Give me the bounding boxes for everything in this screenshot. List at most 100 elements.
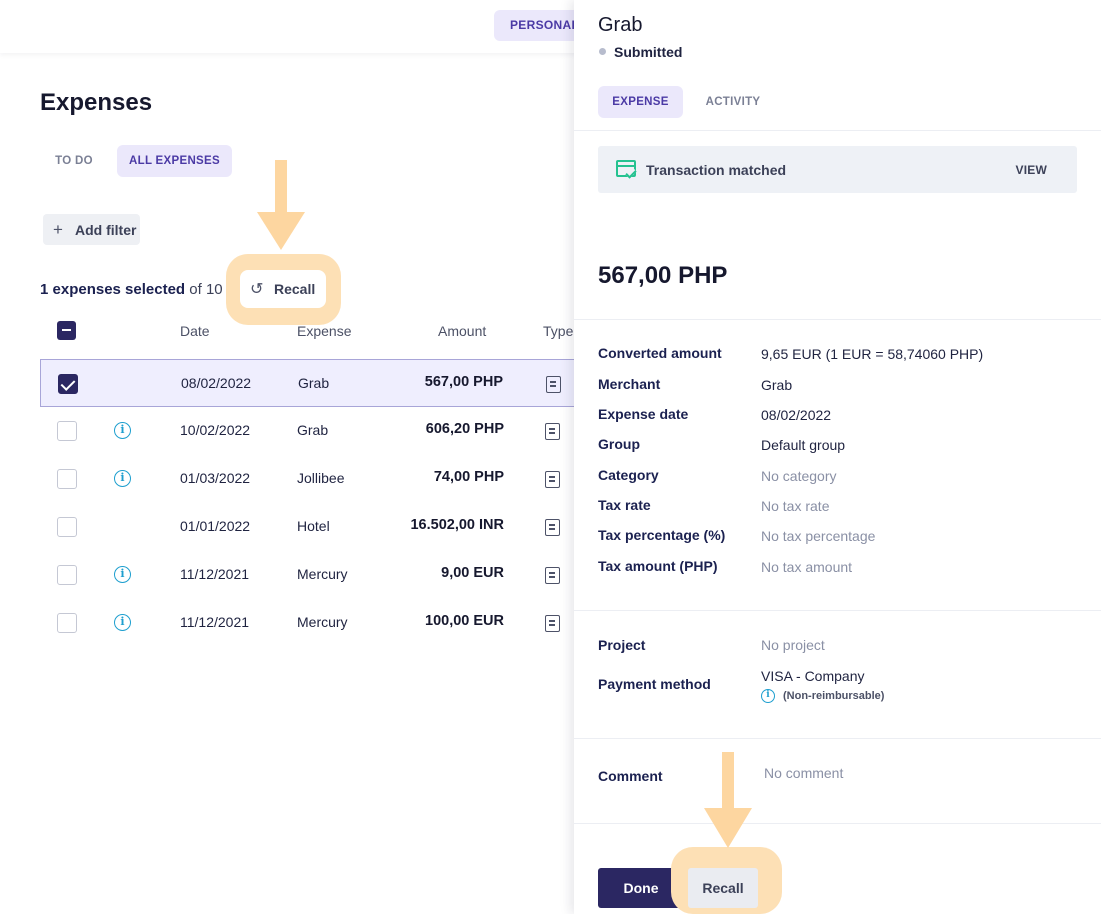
status-badge: Submitted — [614, 44, 683, 60]
done-button[interactable]: Done — [598, 868, 684, 908]
card-check-icon — [616, 160, 636, 177]
divider — [574, 610, 1101, 611]
panel-title: Grab — [598, 14, 643, 36]
tab-to-do[interactable]: TO DO — [55, 155, 93, 167]
view-transaction-link[interactable]: VIEW — [1015, 163, 1047, 177]
cell-amount: 16.502,00 INR — [410, 517, 504, 533]
selection-info: 1 expenses selected of 10 — [40, 281, 223, 298]
cell-expense: Hotel — [297, 518, 330, 534]
arrow-down-annotation-icon — [704, 752, 752, 848]
cell-expense: Mercury — [297, 614, 348, 630]
cell-date: 08/02/2022 — [181, 375, 252, 391]
selection-total: of 10 — [189, 281, 223, 298]
recall-button-toolbar[interactable]: ↺ Recall — [240, 270, 326, 308]
column-date-header[interactable]: Date — [180, 323, 210, 339]
cell-amount: 9,00 EUR — [441, 565, 504, 581]
tab-activity[interactable]: ACTIVITY — [705, 96, 761, 108]
info-icon[interactable]: i — [114, 422, 131, 439]
cell-expense: Grab — [297, 422, 329, 438]
select-all-checkbox[interactable] — [57, 321, 76, 340]
payment-method-value[interactable]: VISA - Company — [761, 668, 865, 684]
divider — [574, 738, 1101, 739]
detail-value[interactable]: No tax rate — [761, 498, 830, 514]
arrow-down-annotation-icon — [257, 160, 305, 250]
cell-amount: 567,00 PHP — [424, 374, 503, 390]
tab-expense[interactable]: EXPENSE — [598, 86, 683, 118]
detail-value[interactable]: No tax amount — [761, 559, 853, 575]
non-reimbursable-text: (Non-reimbursable) — [783, 689, 885, 702]
tab-all-expenses[interactable]: ALL EXPENSES — [117, 145, 232, 177]
table-row[interactable]: i 11/12/2021 Mercury 9,00 EUR — [40, 551, 600, 599]
row-checkbox[interactable] — [57, 469, 77, 489]
plus-icon: + — [53, 220, 63, 239]
cell-amount: 100,00 EUR — [425, 613, 504, 629]
info-icon[interactable]: i — [114, 566, 131, 583]
detail-label: Tax rate — [598, 497, 651, 513]
receipt-icon — [545, 423, 560, 440]
row-checkbox[interactable] — [57, 517, 77, 537]
table-row[interactable]: 08/02/2022 Grab 567,00 PHP — [40, 359, 600, 407]
cell-date: 01/01/2022 — [180, 518, 251, 534]
receipt-icon — [545, 519, 560, 536]
cell-date: 11/12/2021 — [180, 614, 250, 630]
cell-expense: Jollibee — [297, 470, 345, 486]
receipt-icon — [545, 567, 560, 584]
info-icon[interactable]: i — [114, 614, 131, 631]
detail-value[interactable]: Grab — [761, 377, 793, 393]
detail-value[interactable]: No category — [761, 468, 837, 484]
non-reimbursable-note: i (Non-reimbursable) — [761, 689, 884, 703]
project-label: Project — [598, 637, 646, 653]
detail-value[interactable]: Default group — [761, 437, 846, 453]
detail-label: Group — [598, 436, 640, 452]
detail-value[interactable]: No tax percentage — [761, 528, 876, 544]
project-value[interactable]: No project — [761, 637, 825, 653]
receipt-icon — [545, 471, 560, 488]
column-amount-header[interactable]: Amount — [438, 323, 487, 339]
status-dot-icon — [599, 48, 606, 55]
cell-date: 01/03/2022 — [180, 470, 251, 486]
detail-label: Tax percentage (%) — [598, 527, 726, 543]
comment-label: Comment — [598, 768, 663, 784]
info-icon: i — [761, 689, 775, 703]
page-title: Expenses — [40, 89, 153, 116]
undo-icon: ↺ — [250, 281, 264, 298]
detail-value[interactable]: 9,65 EUR (1 EUR = 58,74060 PHP) — [761, 346, 984, 362]
row-checkbox[interactable] — [57, 565, 77, 585]
divider — [574, 823, 1101, 824]
cell-amount: 606,20 PHP — [425, 421, 504, 437]
cell-date: 11/12/2021 — [180, 566, 250, 582]
detail-value[interactable]: 08/02/2022 — [761, 407, 832, 423]
expense-detail-panel: Grab Submitted EXPENSE ACTIVITY Transact… — [574, 0, 1101, 914]
table-row[interactable]: i 01/03/2022 Jollibee 74,00 PHP — [40, 455, 600, 503]
table-row[interactable]: i 10/02/2022 Grab 606,20 PHP — [40, 407, 600, 455]
column-type-header[interactable]: Type — [543, 323, 574, 339]
table-row[interactable]: i 11/12/2021 Mercury 100,00 EUR — [40, 599, 600, 647]
info-icon[interactable]: i — [114, 470, 131, 487]
selection-count: 1 expenses selected — [40, 281, 186, 298]
expense-amount: 567,00 PHP — [598, 262, 728, 289]
row-checkbox[interactable] — [58, 374, 78, 394]
recall-label: Recall — [274, 281, 316, 297]
column-expense-header[interactable]: Expense — [297, 323, 352, 339]
transaction-match-banner: Transaction matched VIEW — [598, 146, 1077, 193]
detail-label: Expense date — [598, 406, 689, 422]
match-text: Transaction matched — [646, 162, 787, 178]
cell-amount: 74,00 PHP — [433, 469, 504, 485]
detail-label: Tax amount (PHP) — [598, 558, 718, 574]
cell-date: 10/02/2022 — [180, 422, 251, 438]
cell-expense: Mercury — [297, 566, 348, 582]
receipt-icon — [546, 376, 561, 393]
table-row[interactable]: 01/01/2022 Hotel 16.502,00 INR — [40, 503, 600, 551]
comment-value[interactable]: No comment — [764, 765, 844, 781]
row-checkbox[interactable] — [57, 421, 77, 441]
cell-expense: Grab — [298, 375, 330, 391]
detail-label: Category — [598, 467, 659, 483]
row-checkbox[interactable] — [57, 613, 77, 633]
recall-button[interactable]: Recall — [688, 868, 758, 908]
payment-method-label: Payment method — [598, 676, 711, 692]
detail-label: Merchant — [598, 376, 661, 392]
add-filter-button[interactable]: + Add filter — [43, 214, 140, 245]
receipt-icon — [545, 615, 560, 632]
add-filter-label: Add filter — [75, 222, 137, 238]
divider — [574, 319, 1101, 320]
